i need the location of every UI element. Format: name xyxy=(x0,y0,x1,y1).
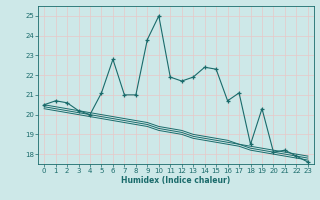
X-axis label: Humidex (Indice chaleur): Humidex (Indice chaleur) xyxy=(121,176,231,185)
